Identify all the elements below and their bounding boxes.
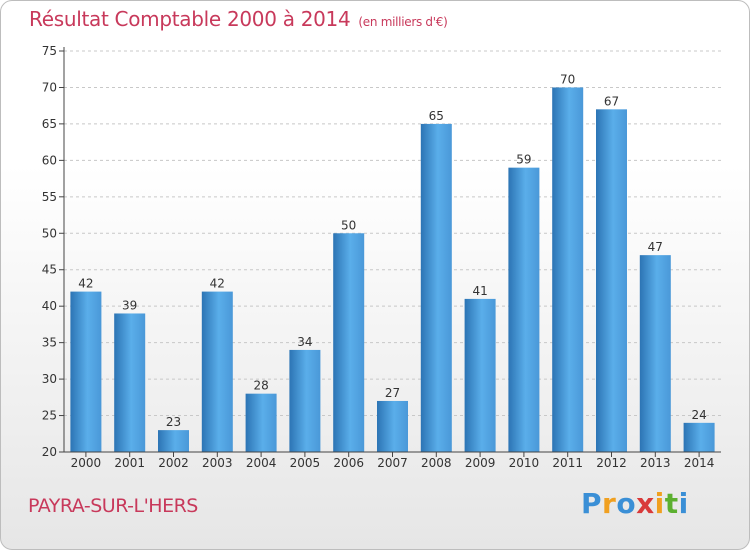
data-label-2006: 50 bbox=[341, 218, 356, 232]
data-label-2008: 65 bbox=[429, 109, 444, 123]
data-label-2003: 42 bbox=[210, 277, 225, 291]
y-tick-label: 40 bbox=[42, 299, 57, 313]
x-tick-label: 2013 bbox=[640, 456, 671, 470]
data-label-2009: 41 bbox=[472, 284, 487, 298]
data-label-2013: 47 bbox=[648, 240, 663, 254]
y-tick-label: 55 bbox=[42, 190, 57, 204]
logo-letter: P bbox=[581, 487, 603, 520]
data-label-2012: 67 bbox=[604, 94, 619, 108]
x-tick-label: 2006 bbox=[333, 456, 364, 470]
axes: 20 25 30 35 40 45 50 55 60 65 70 75 2000 2001 2002 2003… bbox=[42, 44, 721, 470]
y-tick-label: 70 bbox=[42, 80, 57, 94]
bar-2011 bbox=[552, 87, 584, 453]
bar-2005 bbox=[289, 349, 321, 452]
bar-2004 bbox=[245, 393, 277, 452]
y-tick-label: 25 bbox=[42, 409, 57, 423]
chart-subtitle: (en milliers d'€) bbox=[358, 15, 448, 29]
x-tick-label: 2012 bbox=[596, 456, 627, 470]
data-label-2004: 28 bbox=[253, 379, 268, 393]
data-label-2007: 27 bbox=[385, 386, 400, 400]
x-tick-label: 2010 bbox=[509, 456, 540, 470]
y-tick-label: 20 bbox=[42, 445, 57, 459]
data-label-2014: 24 bbox=[691, 408, 706, 422]
bar-2012 bbox=[596, 109, 627, 452]
x-tick-label: 2003 bbox=[202, 456, 233, 470]
x-tick-label: 2001 bbox=[114, 456, 145, 470]
data-labels: 42 39 23 42 28 34 50 27 65 41 59 70 67 47 24 bbox=[78, 72, 706, 429]
logo-letter: i bbox=[678, 487, 689, 520]
x-tick-label: 2008 bbox=[421, 456, 452, 470]
data-label-2002: 23 bbox=[166, 415, 181, 429]
x-tick-label: 2004 bbox=[246, 456, 277, 470]
logo-letter: x bbox=[636, 487, 655, 520]
chart-title: Résultat Comptable 2000 à 2014 (en millie… bbox=[29, 7, 448, 31]
bar-2014 bbox=[683, 422, 715, 452]
bar-2001 bbox=[114, 313, 146, 452]
x-tick-label: 2002 bbox=[158, 456, 189, 470]
y-tick-label: 50 bbox=[42, 226, 57, 240]
x-tick-label: 2007 bbox=[377, 456, 408, 470]
data-label-2010: 59 bbox=[516, 153, 531, 167]
logo-letter: o bbox=[616, 487, 637, 520]
bar-2003 bbox=[201, 291, 233, 452]
y-tick-label: 45 bbox=[42, 263, 57, 277]
x-tick-label: 2009 bbox=[465, 456, 496, 470]
bar-2000 bbox=[70, 291, 102, 452]
y-tick-label: 30 bbox=[42, 372, 57, 386]
x-tick-label: 2011 bbox=[552, 456, 583, 470]
data-label-2000: 42 bbox=[78, 277, 93, 291]
y-tick-label: 35 bbox=[42, 336, 57, 350]
bar-2007 bbox=[377, 400, 408, 452]
x-tick-label: 2000 bbox=[71, 456, 102, 470]
bar-2002 bbox=[158, 430, 189, 452]
bar-2009 bbox=[464, 298, 496, 452]
town-name: PAYRA-SUR-L'HERS bbox=[28, 495, 198, 517]
bar-2008 bbox=[420, 123, 452, 452]
bars bbox=[70, 87, 715, 453]
logo-letter: t bbox=[664, 487, 679, 520]
data-label-2001: 39 bbox=[122, 298, 137, 312]
logo-letter: i bbox=[654, 487, 665, 520]
data-label-2005: 34 bbox=[297, 335, 312, 349]
data-label-2011: 70 bbox=[560, 72, 575, 86]
bar-2013 bbox=[639, 255, 671, 452]
bar-2010 bbox=[508, 167, 540, 452]
y-tick-label: 60 bbox=[42, 153, 57, 167]
y-tick-label: 65 bbox=[42, 117, 57, 131]
x-tick-label: 2014 bbox=[684, 456, 715, 470]
proxiti-logo: Proxiti bbox=[581, 487, 689, 520]
x-tick-label: 2005 bbox=[290, 456, 321, 470]
logo-letter: r bbox=[602, 487, 617, 520]
y-tick-label: 75 bbox=[42, 44, 57, 58]
bar-2006 bbox=[333, 233, 365, 452]
